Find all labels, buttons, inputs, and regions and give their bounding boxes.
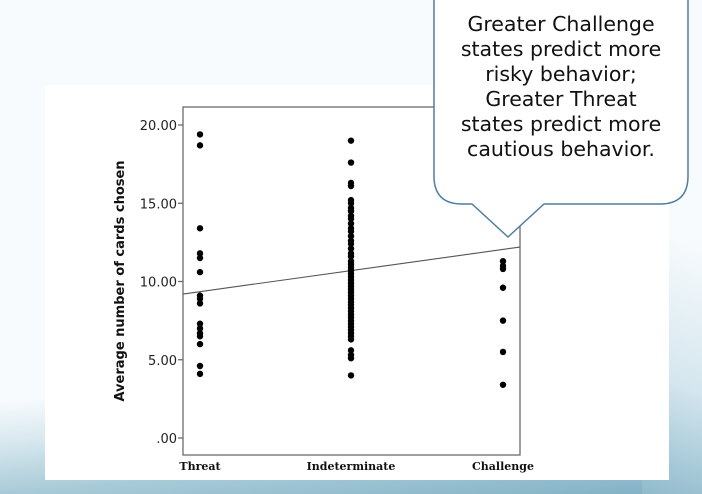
- callout-line: cautious behavior.: [467, 137, 655, 161]
- data-point: [499, 257, 507, 265]
- data-point: [347, 182, 355, 190]
- x-category-label: Challenge: [472, 460, 534, 473]
- callout-line: states predict more: [460, 112, 662, 136]
- data-point: [347, 354, 355, 362]
- callout-line: Greater Challenge: [467, 12, 655, 36]
- data-point: [196, 370, 204, 378]
- data-point: [196, 340, 204, 348]
- callout-bubble: [433, 0, 689, 239]
- data-point: [347, 228, 355, 235]
- data-point: [196, 254, 204, 262]
- data-point: [499, 348, 507, 356]
- y-axis-title: Average number of cards chosen: [113, 160, 128, 401]
- x-axis: Threat Indeterminate Challenge: [179, 460, 534, 473]
- data-point: [347, 200, 355, 207]
- data-point: [347, 336, 355, 343]
- data-point: [347, 220, 355, 227]
- callout-text: Greater Challenge states predict more ri…: [434, 12, 688, 162]
- x-category-label: Indeterminate: [307, 460, 396, 473]
- data-point: [347, 240, 355, 248]
- data-point: [196, 225, 204, 232]
- data-point: [347, 253, 355, 260]
- data-point: [347, 232, 355, 240]
- x-category-label: Threat: [179, 460, 221, 473]
- data-point: [196, 250, 204, 257]
- data-point: [196, 295, 204, 302]
- data-point: [499, 317, 507, 324]
- data-point: [499, 284, 507, 291]
- data-point: [347, 137, 355, 144]
- callout-line: states predict more: [460, 37, 662, 61]
- y-tick-label: 10.00: [140, 276, 177, 291]
- y-tick-label: 20.00: [140, 119, 177, 134]
- data-point: [499, 265, 507, 273]
- data-point: [347, 245, 355, 252]
- callout-line: risky behavior;: [485, 62, 637, 86]
- data-points: [196, 131, 507, 388]
- data-point: [196, 131, 204, 138]
- data-point: [196, 325, 204, 332]
- y-axis: .00 5.00 10.00 15.00 20.00: [140, 119, 183, 447]
- data-point: [347, 347, 355, 354]
- data-point: [196, 300, 204, 307]
- data-point: [196, 333, 204, 340]
- data-point: [499, 381, 507, 388]
- callout-line: Greater Threat: [485, 87, 637, 111]
- data-point: [196, 320, 204, 327]
- y-tick-label: 5.00: [148, 354, 177, 369]
- data-point: [196, 268, 204, 276]
- data-point: [347, 159, 355, 166]
- data-point: [347, 372, 355, 379]
- data-point: [347, 207, 355, 215]
- y-tick-label: .00: [156, 432, 177, 447]
- data-point: [196, 142, 204, 149]
- data-point: [196, 362, 204, 370]
- data-point: [347, 215, 355, 223]
- y-tick-label: 15.00: [140, 197, 177, 212]
